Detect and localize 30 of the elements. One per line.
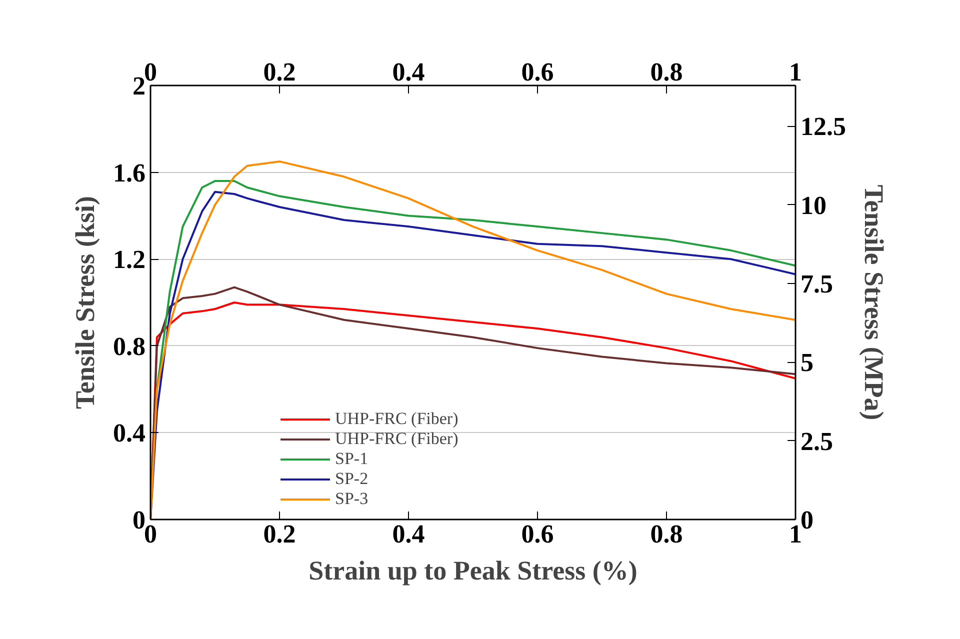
y2-axis-title: Tensile Stress (MPa)	[859, 184, 889, 420]
x2-tick-label: 0.6	[521, 520, 554, 548]
x-tick-label: 0.8	[650, 58, 683, 86]
y2-tick-label: 2.5	[800, 426, 833, 456]
x-tick-label: 0.6	[521, 58, 554, 86]
x-axis-title: Strain up to Peak Stress (%)	[308, 556, 638, 586]
y2-tick-label: 5	[800, 348, 814, 378]
legend-label: UHP-FRC (Fiber)	[335, 409, 458, 429]
x2-tick-label: 0.4	[392, 520, 425, 548]
x-tick-label: 1	[789, 58, 802, 86]
x-tick-label: 0.2	[263, 58, 296, 86]
x2-tick-label: 0.2	[263, 520, 296, 548]
y-tick-label: 0	[132, 506, 146, 534]
y2-tick-label: 12.5	[800, 112, 846, 142]
y-tick-label: 0.8	[113, 332, 146, 361]
x-tick-label: 0.4	[392, 58, 425, 86]
y-tick-label: 1.6	[113, 158, 146, 188]
legend-label: UHP-FRC (Fiber)	[335, 429, 458, 449]
x2-tick-label: 1	[789, 520, 802, 548]
legend-label: SP-1	[335, 449, 368, 469]
x2-tick-label: 0.8	[650, 520, 683, 548]
legend-label: SP-2	[335, 469, 368, 489]
y-tick-label: 0.4	[113, 418, 146, 448]
y-tick-label: 1.2	[113, 245, 146, 274]
y-axis-title: Tensile Stress (ksi)	[70, 196, 100, 410]
legend-label: SP-3	[335, 489, 368, 509]
y2-tick-label: 10	[800, 190, 826, 220]
y2-tick-label: 7.5	[800, 269, 833, 298]
y2-tick-label: 0	[800, 506, 814, 534]
y-tick-label: 2	[132, 72, 146, 100]
